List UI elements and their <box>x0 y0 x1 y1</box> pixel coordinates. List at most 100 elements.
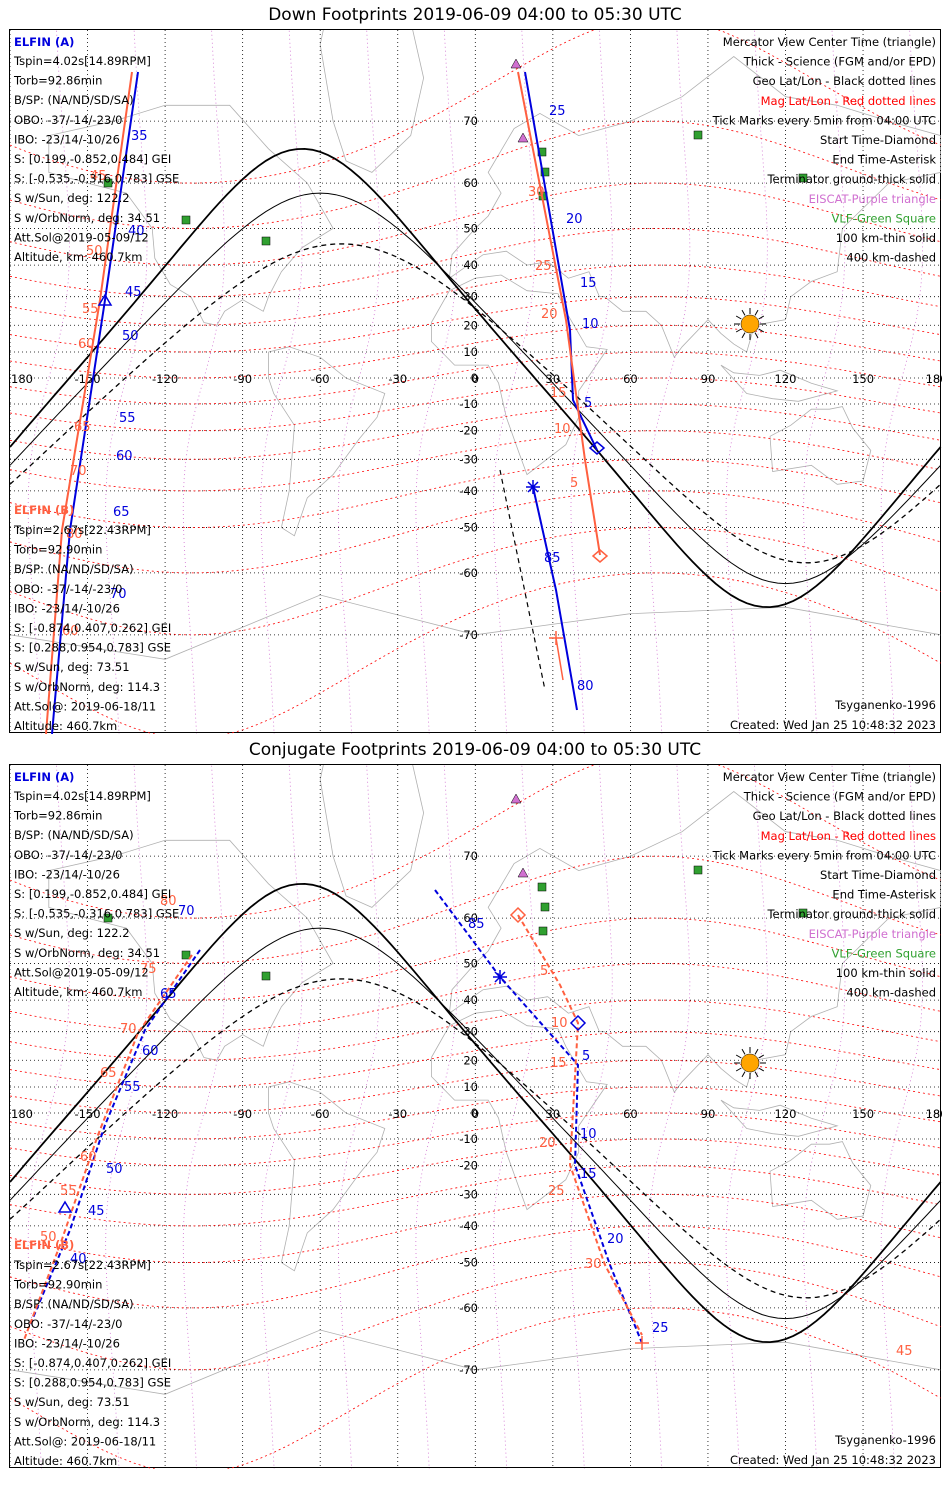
tick-label-a: 5 <box>582 1049 590 1064</box>
coastline <box>449 790 941 1094</box>
tick-label-a: 5 <box>584 396 592 411</box>
lon-label: 0 <box>472 1107 479 1121</box>
tick-label-b: 5 <box>540 964 548 979</box>
legend-item: 400 km-dashed <box>846 251 936 265</box>
tick-label-a: 85 <box>544 551 561 566</box>
sat-a-line: IBO: -23/14/-10/26 <box>14 867 120 881</box>
mag-parallel <box>10 1031 941 1088</box>
tick-label-a-west: 45 <box>125 285 142 300</box>
center-triangle-a <box>97 293 113 306</box>
tick-label-a: 25 <box>652 1321 669 1336</box>
sat-a-line: B/SP: (NA/ND/SD/SA) <box>14 828 134 842</box>
tick-label-a-west: 40 <box>128 224 145 239</box>
sat-b-track-west <box>23 954 193 1341</box>
tick-label-a-west: 60 <box>116 449 133 464</box>
lon-label: 180 <box>11 1107 33 1121</box>
mag-parallel <box>10 765 941 919</box>
tick-label-a-west: 55 <box>124 1080 141 1095</box>
mag-parallel <box>10 1138 941 1195</box>
legend-item: 100 km-thin solid <box>836 231 936 245</box>
tick-label-a-west: 50 <box>122 329 139 344</box>
lon-label: 90 <box>701 372 716 386</box>
start-diamond-a <box>569 1014 587 1032</box>
mag-parallel <box>10 490 941 574</box>
footprint-tracks <box>23 889 643 1344</box>
green-square-icon <box>261 971 271 981</box>
created-label: Created: Wed Jan 25 10:48:32 2023 <box>730 718 936 732</box>
sat-b-line: Tspin=2.67s[22.43RPM] <box>13 1258 151 1272</box>
lat-label: 20 <box>463 318 478 332</box>
mag-meridian <box>182 30 226 734</box>
sat-a-line: S: [-0.535,-0.316,0.783] GSE <box>14 172 179 186</box>
lon-label: -90 <box>233 372 252 386</box>
legend-item: Tick Marks every 5min from 04:00 UTC <box>712 113 936 127</box>
legend-item: Thick - Science (FGM and/or EPD) <box>743 55 936 69</box>
green-square-icon <box>103 913 113 923</box>
mag-parallel <box>10 962 941 1033</box>
sat-b-line: S w/Sun, deg: 73.51 <box>14 660 130 674</box>
tick-label-b-west: 60 <box>78 337 95 352</box>
tick-label-a-west: 70 <box>110 587 127 602</box>
purple-triangle-icon <box>510 793 522 804</box>
tick-label-b: 5 <box>570 476 578 491</box>
mag-meridian <box>725 30 768 734</box>
sun-ray <box>758 1054 765 1059</box>
lat-label: 60 <box>463 911 478 925</box>
lat-label: 40 <box>463 993 478 1007</box>
sat-b-line: OBO: -37/-14/-23/0 <box>14 582 122 596</box>
legend-item: Tick Marks every 5min from 04:00 UTC <box>712 848 936 862</box>
purple-triangle-icon <box>517 132 529 143</box>
terminator-400km <box>10 243 942 564</box>
legend-item: VLF-Green Square <box>832 946 936 960</box>
lat-label: 0 <box>471 1106 478 1120</box>
sat-a-line: OBO: -37/-14/-23/0 <box>14 848 122 862</box>
tick-label-b: 20 <box>539 1136 556 1151</box>
mag-parallel <box>10 1165 941 1227</box>
lat-label: -20 <box>459 1159 478 1173</box>
tick-label-b-west: 55 <box>60 1184 77 1199</box>
lat-label: -50 <box>459 1256 478 1270</box>
coastline <box>268 1081 386 1272</box>
sat-a-line: Altitude, km: 460.7km <box>14 985 142 999</box>
lon-label: 30 <box>546 1107 561 1121</box>
tick-label-a-west: 65 <box>113 505 130 520</box>
sat-b-line: S w/Sun, deg: 73.51 <box>14 1395 130 1409</box>
mag-parallel <box>10 430 941 492</box>
down-footprints-map: 180-150-120-90-60-3003060901201501807060… <box>9 29 942 734</box>
sat-a-line: Tspin=4.02s[14.89RPM] <box>13 54 151 68</box>
lat-label: 50 <box>463 221 478 235</box>
lon-label: -90 <box>233 1107 252 1121</box>
geo-grid <box>10 765 942 1469</box>
sun-ray <box>754 309 759 316</box>
sun-ray <box>735 315 742 320</box>
sun-ray <box>741 1071 746 1078</box>
green-square-icon <box>798 908 808 918</box>
lat-label: 0 <box>471 371 478 385</box>
tick-label-b: 25 <box>535 259 552 274</box>
legend-item: Geo Lat/Lon - Black dotted lines <box>753 809 936 823</box>
tick-label-b: 10 <box>554 422 571 437</box>
coastline <box>720 1099 839 1137</box>
lon-label: -60 <box>311 1107 330 1121</box>
sat-b-name: ELFIN (B) <box>14 1238 74 1252</box>
mag-parallel <box>10 1225 941 1309</box>
tick-label-a-west: 55 <box>119 411 136 426</box>
mag-meridian <box>648 30 691 734</box>
mag-meridian <box>260 765 303 1469</box>
model-label: Tsyganenko-1996 <box>834 1433 936 1447</box>
coastline <box>720 364 839 402</box>
end-asterisk-b <box>635 1336 649 1350</box>
lat-label: -70 <box>459 1363 478 1377</box>
mag-meridian <box>337 765 381 1469</box>
map-canvas: 180 -150 -120 -90 -60 -30 0 30 60 90 120 150 180 70 60… <box>10 765 942 1469</box>
lat-label: -60 <box>459 1301 478 1315</box>
sun-ray <box>758 1067 765 1072</box>
legend-item: End Time-Asterisk <box>832 888 936 902</box>
lon-label: -30 <box>388 372 407 386</box>
sat-b-line: Att.Sol@: 2019-06-18/11 <box>14 699 156 713</box>
tick-label-b: 30 <box>528 185 545 200</box>
sun-ray <box>735 1054 742 1059</box>
legend-item: Start Time-Diamond <box>820 133 936 147</box>
tick-label-a: 20 <box>607 1232 624 1247</box>
mag-parallel <box>10 855 941 964</box>
